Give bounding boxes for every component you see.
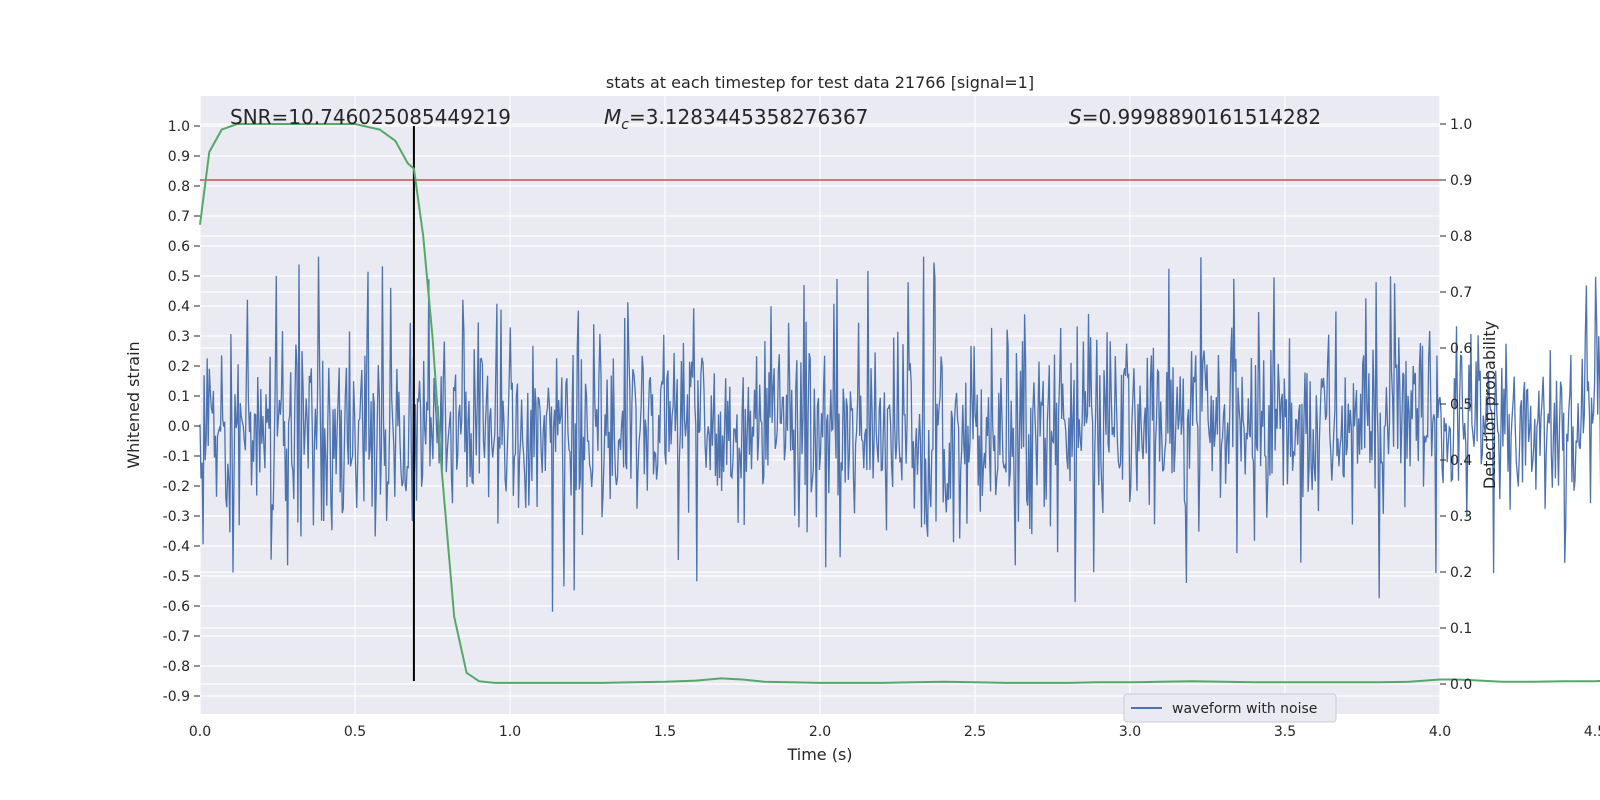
chirp-mass-symbol: M xyxy=(604,105,621,129)
y-axis-label: Whitened strain xyxy=(124,341,143,468)
detection-probability-line xyxy=(199,123,1600,684)
y-tick-label: 0.8 xyxy=(168,179,190,195)
y2-tick-label: 0.4 xyxy=(1450,453,1472,469)
waveform-series xyxy=(199,256,1600,612)
x-tick-label: 0.5 xyxy=(344,724,366,740)
y2-tick-label: 0.3 xyxy=(1450,509,1472,525)
chirp-mass-annotation: Mc=3.1283445358276367 xyxy=(604,105,868,133)
y2-tick-label: 0.2 xyxy=(1450,565,1472,581)
y-tick-label: -0.9 xyxy=(163,689,190,705)
y-tick-label: -0.1 xyxy=(163,449,190,465)
x-tick-label: 3.5 xyxy=(1274,724,1296,740)
y-tick-label: 0.6 xyxy=(168,239,190,255)
y2-tick-label: 0.6 xyxy=(1450,341,1472,357)
y2-tick-label: 0.7 xyxy=(1450,285,1472,301)
y-tick-label: 0.5 xyxy=(168,269,190,285)
y2-tick-label: 0.1 xyxy=(1450,621,1472,637)
y-tick-label: -0.4 xyxy=(163,539,190,555)
y-tick-label: 0.9 xyxy=(168,149,190,165)
y-tick-label: -0.6 xyxy=(163,599,190,615)
x-tick-label: 4.0 xyxy=(1429,724,1451,740)
axes: 0.00.51.01.52.02.53.03.54.04.55.05.56.06… xyxy=(163,117,1600,740)
y-tick-label: 0.2 xyxy=(168,359,190,375)
y2-axis-label: Detection probability xyxy=(1480,321,1499,489)
y-tick-label: -0.7 xyxy=(163,629,190,645)
y-tick-label: -0.3 xyxy=(163,509,190,525)
waveform-line xyxy=(199,256,1600,612)
x-tick-label: 2.0 xyxy=(809,724,831,740)
y2-tick-label: 0.9 xyxy=(1450,173,1472,189)
score-value: =0.9998890161514282 xyxy=(1082,105,1321,129)
chirp-mass-value: =3.1283445358276367 xyxy=(629,105,868,129)
y-tick-label: -0.8 xyxy=(163,659,190,675)
y-tick-label: 0.1 xyxy=(168,389,190,405)
y-tick-label: 0.4 xyxy=(168,299,190,315)
x-tick-label: 1.5 xyxy=(654,724,676,740)
x-axis-label: Time (s) xyxy=(786,745,852,764)
legend-box xyxy=(1123,693,1337,723)
y2-tick-label: 1.0 xyxy=(1450,117,1472,133)
snr-annotation: SNR=10.746025085449219 xyxy=(230,105,511,129)
y-tick-label: 0.7 xyxy=(168,209,190,225)
y-tick-label: -0.5 xyxy=(163,569,190,585)
legend: waveform with noise xyxy=(1123,693,1337,723)
y-tick-label: 0.0 xyxy=(168,419,190,435)
legend-label-waveform: waveform with noise xyxy=(1172,701,1317,717)
y-tick-label: 0.3 xyxy=(168,329,190,345)
chirp-mass-subscript: c xyxy=(621,117,629,133)
score-annotation: S=0.9998890161514282 xyxy=(1069,105,1321,129)
x-tick-label: 0.0 xyxy=(189,724,211,740)
y-tick-label: 1.0 xyxy=(168,119,190,135)
y-tick-label: -0.2 xyxy=(163,479,190,495)
x-tick-label: 3.0 xyxy=(1119,724,1141,740)
chart-title: stats at each timestep for test data 217… xyxy=(606,73,1034,92)
x-tick-label: 4.5 xyxy=(1584,724,1600,740)
score-symbol: S xyxy=(1069,105,1082,129)
y2-tick-label: 0.8 xyxy=(1450,229,1472,245)
x-tick-label: 1.0 xyxy=(499,724,521,740)
x-tick-label: 2.5 xyxy=(964,724,986,740)
y2-tick-label: 0.5 xyxy=(1450,397,1472,413)
overlays xyxy=(199,123,1600,684)
y2-tick-label: 0.0 xyxy=(1450,677,1472,693)
